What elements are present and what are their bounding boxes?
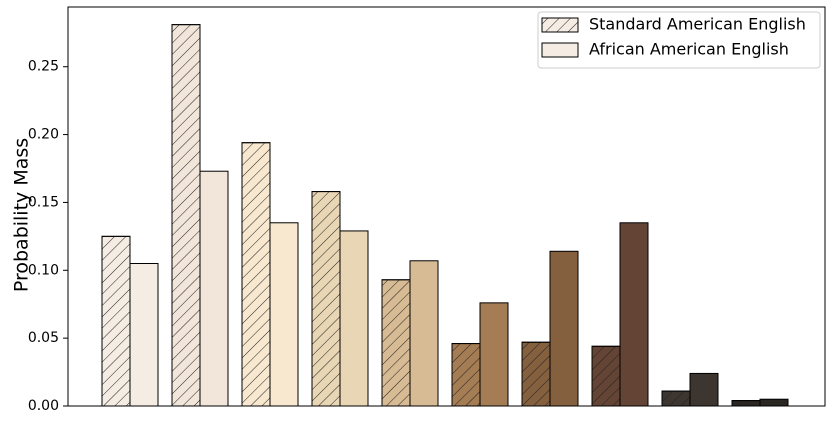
bar [619,222,649,407]
bar-hatch [101,235,131,407]
y-tick-label: 0.20 [28,127,59,143]
bar [269,222,299,407]
y-tick-label: 0.10 [28,262,59,278]
bar-hatch [381,279,411,407]
bar-hatch [171,24,201,407]
plot-frame [67,6,826,407]
bar [549,250,579,407]
legend-label: Standard American English [589,15,806,34]
y-tick-label: 0.05 [28,330,59,346]
bar-hatch [731,400,761,407]
bar [409,260,439,407]
bar [479,302,509,407]
bar [129,263,159,407]
y-tick-label: 0.15 [28,194,59,210]
bar-hatch [591,345,621,407]
bar-hatch [311,191,341,407]
bar-hatch [521,341,551,407]
y-tick-label: 0.25 [28,59,59,75]
bar-hatch [661,390,691,407]
bar [689,372,719,407]
y-axis-label: Probability Mass [11,138,33,292]
legend-hatch [541,17,579,33]
bar [759,398,789,407]
bar-hatch [241,142,271,407]
bar [339,230,369,407]
bar-hatch [451,343,481,407]
y-tick-label: 0.00 [28,398,59,414]
legend-label: African American English [589,40,789,59]
legend-swatch [541,42,579,58]
legend-box [537,11,821,69]
bar [199,170,229,407]
